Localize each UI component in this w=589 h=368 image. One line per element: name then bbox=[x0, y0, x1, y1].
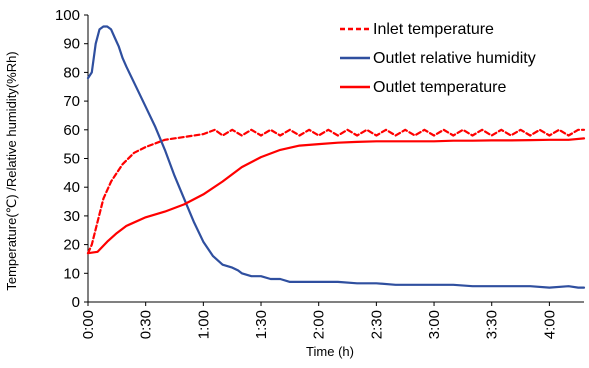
y-tick-label: 90 bbox=[63, 36, 80, 53]
legend-label-outlet-temperature: Outlet temperature bbox=[373, 79, 507, 96]
x-tick-label: 4:00 bbox=[541, 310, 558, 339]
axes: 0 10 20 30 40 50 60 70 80 90 100 0:00 0:30 1:00 1:30 2:… bbox=[55, 7, 584, 339]
series-line-outlet-relative-humidity bbox=[86, 25, 586, 289]
x-axis-title: Time (h) bbox=[306, 344, 354, 359]
y-tick-label: 30 bbox=[63, 208, 80, 225]
x-tick-label: 3:00 bbox=[426, 310, 443, 339]
legend: Inlet temperature Outlet relative humidit… bbox=[340, 21, 536, 96]
series-lines bbox=[86, 25, 586, 289]
y-tick-label: 0 bbox=[72, 294, 80, 311]
series-line-inlet-temperature bbox=[86, 128, 586, 255]
y-tick-label: 50 bbox=[63, 151, 80, 168]
y-tick-label: 100 bbox=[55, 7, 80, 24]
series-line-outlet-temperature bbox=[86, 137, 586, 255]
x-tick-label: 0:00 bbox=[80, 310, 97, 339]
x-tick-label: 0:30 bbox=[138, 310, 155, 339]
x-tick-label: 3:30 bbox=[484, 310, 501, 339]
y-tick-label: 80 bbox=[63, 64, 80, 81]
x-tick-label: 1:00 bbox=[195, 310, 212, 339]
y-tick-label: 10 bbox=[63, 265, 80, 282]
y-tick-label: 70 bbox=[63, 93, 80, 110]
y-tick-label: 60 bbox=[63, 122, 80, 139]
legend-label-outlet-relative-humidity: Outlet relative humidity bbox=[373, 50, 536, 67]
y-tick-label: 20 bbox=[63, 237, 80, 254]
y-axis-title: Temperature(℃) /Relative humidity(%Rh) bbox=[4, 51, 19, 290]
x-tick-label: 2:00 bbox=[311, 310, 328, 339]
legend-label-inlet-temperature: Inlet temperature bbox=[373, 21, 494, 38]
y-tick-label: 40 bbox=[63, 179, 80, 196]
x-tick-label: 2:30 bbox=[368, 310, 385, 339]
x-tick-label: 1:30 bbox=[253, 310, 270, 339]
